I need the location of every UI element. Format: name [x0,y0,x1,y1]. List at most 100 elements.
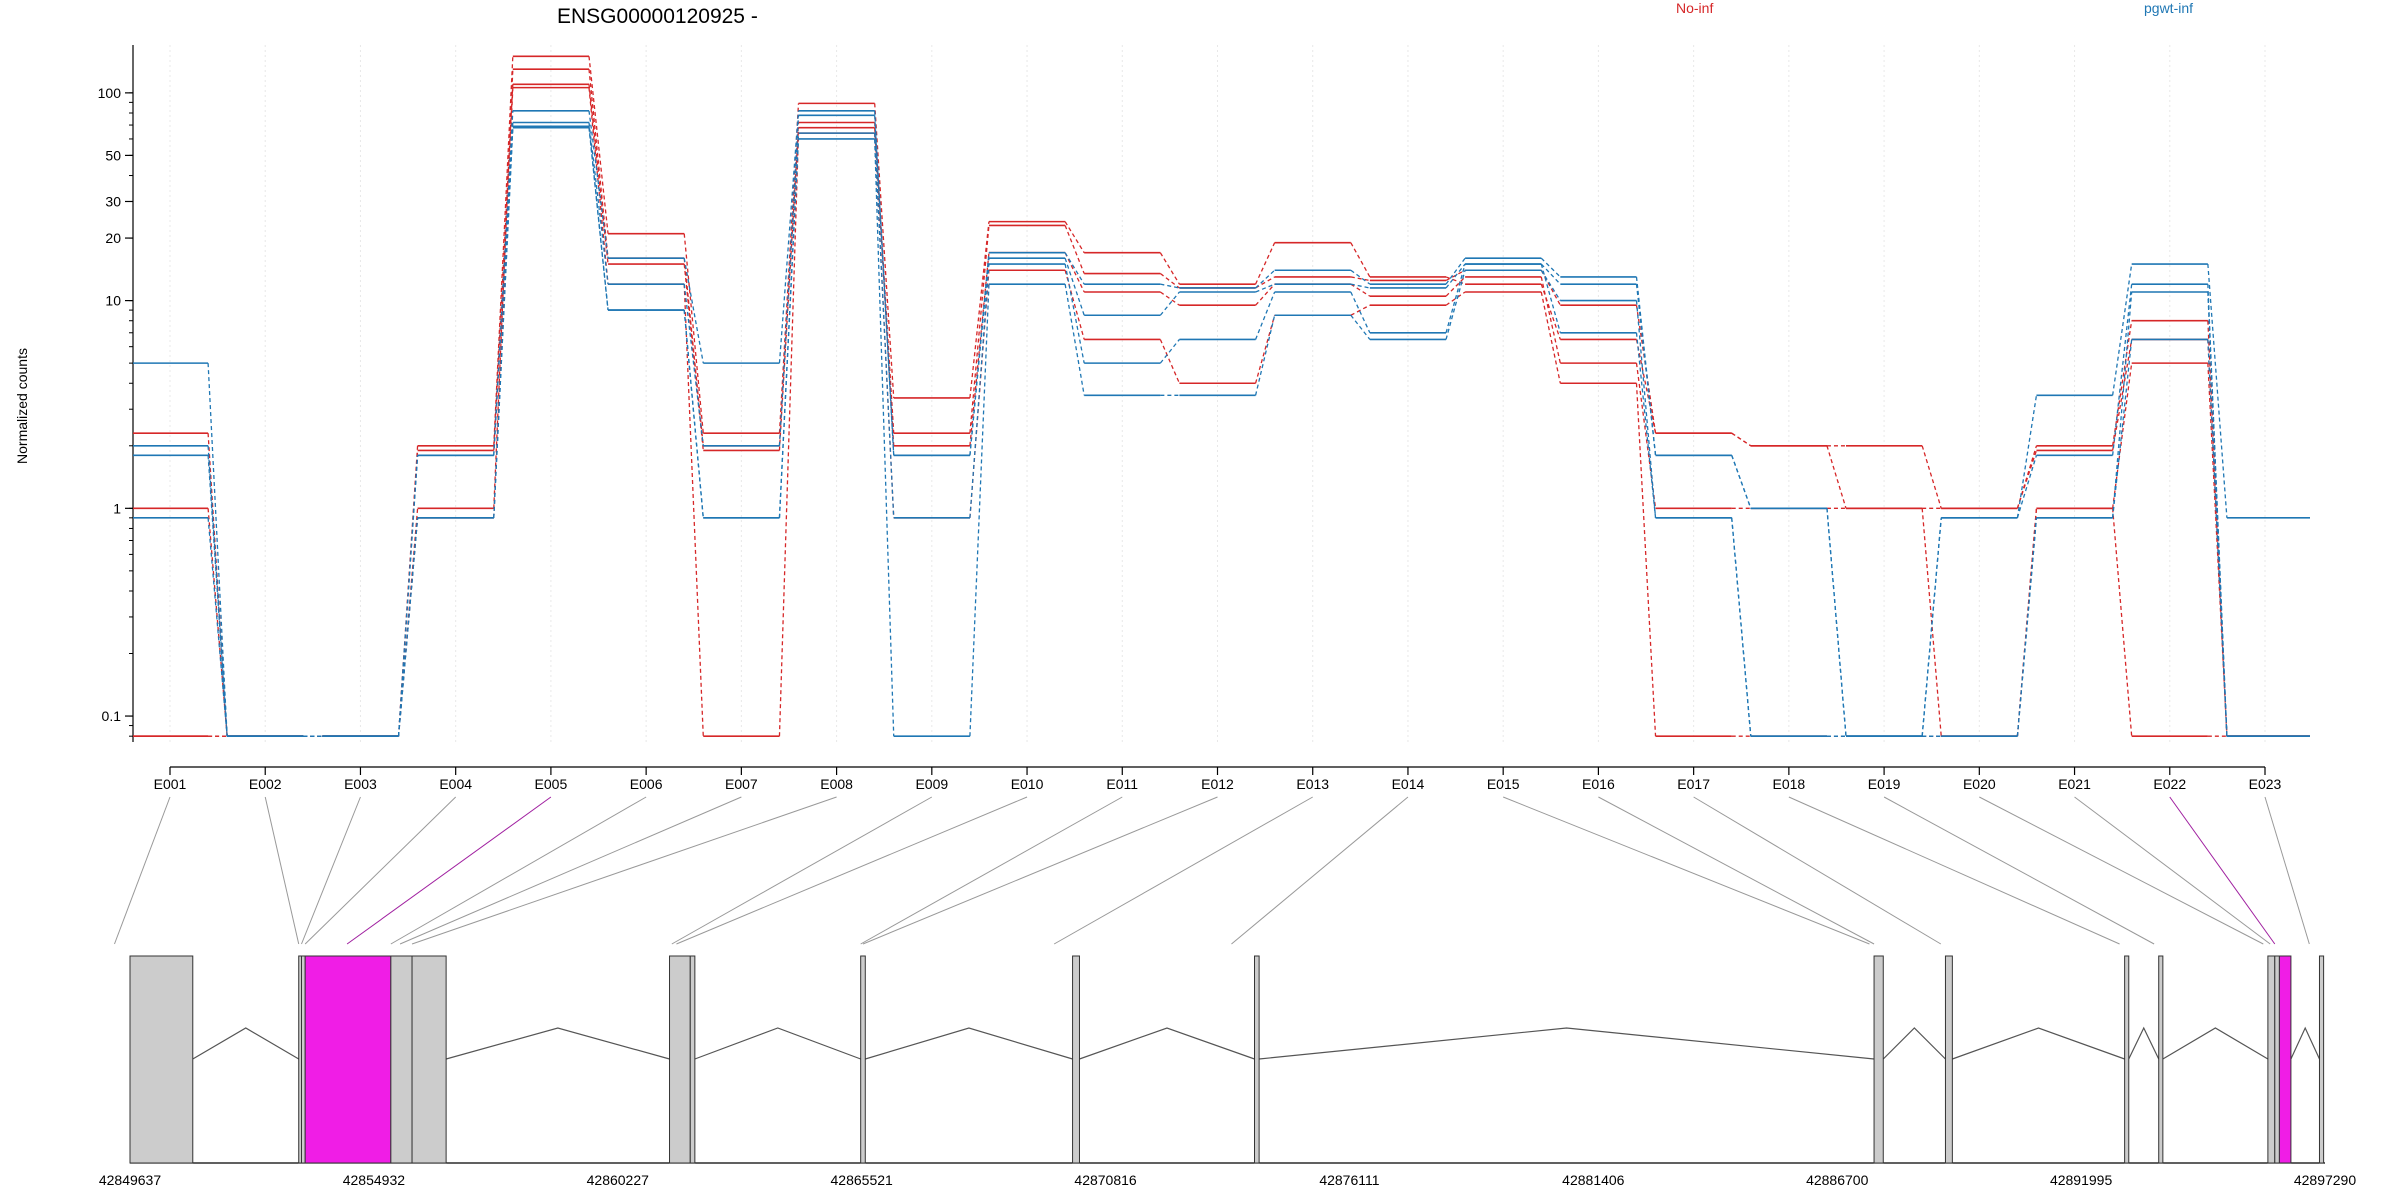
data-connector [588,87,609,285]
exon-link-E021 [2074,796,2271,945]
data-connector [1350,314,1371,340]
y-tick-label: 30 [105,193,121,209]
data-connector [683,233,704,434]
exon-label-E011: E011 [1106,776,1138,792]
data-connector [1160,283,1180,289]
data-connector [2016,517,2038,737]
exon-box-E013 [1254,955,1260,1164]
data-connector [588,110,609,259]
data-connector [1254,291,1276,340]
data-connector [588,56,609,234]
exon-label-E003: E003 [344,776,377,792]
series-pgwt-inf [133,125,2310,737]
exon-link-E004 [304,796,457,945]
coordinate-tick-label: 42849637 [99,1172,162,1188]
coordinate-tick-label: 42897290 [2294,1172,2357,1188]
data-connector [1540,263,1561,333]
data-connector [397,517,419,737]
exon-link-E001 [114,796,171,945]
series-group [133,55,2310,737]
exon-label-E017: E017 [1677,776,1710,792]
exon-label-E010: E010 [1011,776,1044,792]
exon-label-E016: E016 [1582,776,1615,792]
data-connector [1445,291,1466,306]
data-connector [1255,242,1276,285]
data-connector [1064,225,1085,274]
gene-model: 42849637 42854932 42860227 42865521 42870816… [99,955,2357,1188]
data-connector [2016,455,2038,519]
data-connector [1255,283,1276,306]
data-connector [1826,508,1847,737]
data-connector [1064,221,1085,254]
intron-line [445,1027,670,1060]
series-no-inf [133,55,2310,737]
exon-link-E011 [860,796,1123,945]
exon-label-E015: E015 [1487,776,1520,792]
data-connector [1921,445,1942,509]
data-connector [1731,455,1752,509]
exon-label-E002: E002 [249,776,282,792]
exon-link-E014 [1231,796,1409,945]
grid-lines [169,45,2266,742]
data-connector [2111,363,2133,509]
exon-label-E021: E021 [2058,776,2091,792]
intron-line [2128,1026,2160,1060]
exon-box-E011 [860,955,866,1164]
exon-label-E005: E005 [535,776,568,792]
data-connector [683,284,704,446]
data-connector [588,122,609,285]
intron-line [2290,1026,2321,1060]
intron-line [865,1027,1073,1060]
data-connector [778,110,800,364]
coordinate-tick-label: 42891995 [2050,1172,2113,1188]
data-connector [2111,263,2133,396]
exon-label-E007: E007 [725,776,758,792]
data-connector [493,84,514,451]
exon-box-E010 [689,955,696,1164]
data-connector [1350,304,1371,316]
exon-link-E017 [1693,796,1942,945]
data-connector [874,133,895,518]
data-connector [2111,339,2133,451]
data-connector [397,517,419,737]
data-connector [1731,432,1752,447]
exon-link-E023 [2264,796,2310,945]
data-connector [1445,257,1466,285]
exon-box-E018 [2124,955,2130,1164]
exon-link-E015 [1502,796,1870,945]
data-connector [683,258,704,364]
y-axis: 0.1 1 10 20 30 50 100 [98,45,134,742]
data-connector [1159,291,1180,306]
y-tick-label: 0.1 [102,708,122,724]
coordinate-tick-label: 42854932 [343,1172,406,1188]
coordinate-tick-label: 42881406 [1562,1172,1625,1188]
data-connector [1064,257,1085,316]
coordinate-tick-label: 42876111 [1319,1172,1379,1188]
coordinate-tick-label: 42865521 [831,1172,894,1188]
exon-box-E017 [1944,955,1953,1164]
exon-label-E023: E023 [2249,776,2282,792]
intron-line [1259,1027,1875,1060]
exon-label-E014: E014 [1392,776,1425,792]
exon-box-E001 [129,955,194,1164]
data-connector [1635,339,1657,434]
exon-label-E020: E020 [1963,776,1996,792]
data-connector [1064,252,1085,285]
data-connector [1159,339,1181,384]
exon-box-E022-highlighted [2278,955,2292,1164]
data-connector [207,517,228,737]
x-axis: E001 E002 E003 E004 E005 E006 E007 E008 E009 E010… [154,766,2282,792]
exon-box-E006 [390,955,413,1164]
data-connector [1350,283,1370,289]
exon-link-E019 [1883,796,2155,945]
exon-box-E009 [669,955,691,1164]
data-connector [2111,284,2133,456]
data-connector [1255,283,1275,293]
exon-link-E018 [1788,796,2120,945]
intron-line [1882,1027,1946,1060]
exon-label-E013: E013 [1296,776,1329,792]
data-connector [2207,339,2228,737]
data-connector [588,84,609,265]
data-connector [493,127,514,518]
